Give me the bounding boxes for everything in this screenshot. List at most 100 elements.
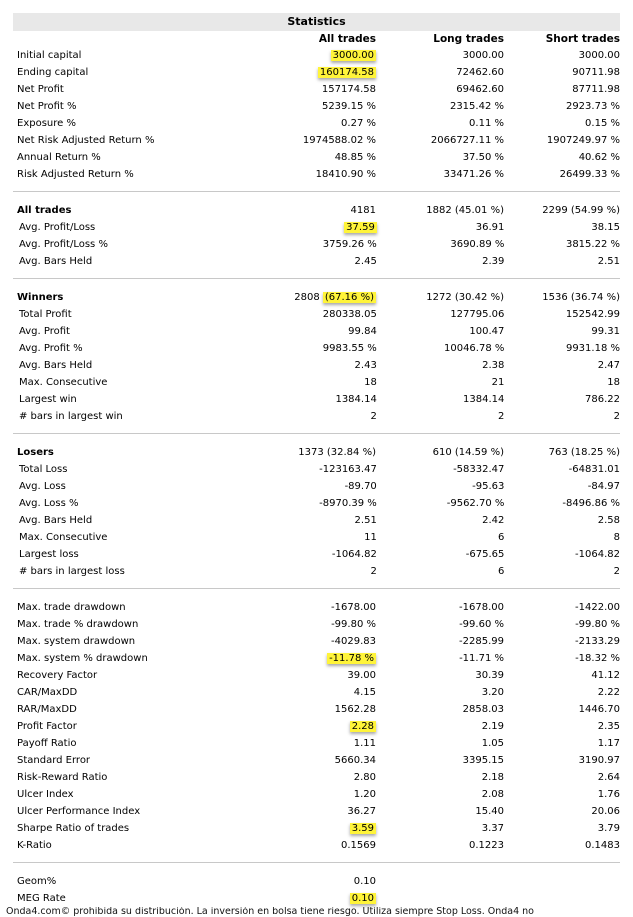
stat-value-all-trades: 2.45 (240, 253, 377, 270)
stat-label: Ending capital (17, 67, 89, 78)
stat-row-largest-loss: Largest loss -1064.82 -675.65 -1064.82 (13, 546, 620, 563)
section-divider (13, 191, 620, 192)
stat-row-avg-profit: Avg. Profit 99.84 100.47 99.31 (13, 323, 620, 340)
stat-row-total-loss: Total Loss -123163.47 -58332.47 -64831.01 (13, 461, 620, 478)
stat-value-short-trades: -64831.01 (568, 464, 620, 475)
stat-label: Total Loss (19, 464, 68, 475)
stat-value-all-trades: 18410.90 % (239, 166, 376, 183)
section-gap (13, 425, 620, 433)
stat-value-long-trades: 1384.14 (463, 394, 505, 405)
stat-row-max-consecutive: Max. Consecutive 18 21 18 (13, 374, 620, 391)
value-text: 18 (364, 377, 377, 388)
stat-row-annual-return-pct: Annual Return % 48.85 % 37.50 % 40.62 % (13, 149, 620, 166)
stat-label: Ulcer Index (17, 789, 74, 800)
stat-value-all-trades: 1384.14 (240, 391, 376, 408)
stat-value-long-trades: 3395.15 (462, 755, 504, 766)
stat-value-short-trades: 41.12 (591, 670, 620, 681)
stat-value-all-trades: 3759.26 % (240, 236, 377, 253)
highlighted-value: 160174.58 (317, 67, 376, 78)
stat-label: RAR/MaxDD (17, 704, 77, 715)
stat-label: Max. trade % drawdown (17, 619, 139, 630)
stat-value-short-trades: 2.58 (597, 515, 620, 526)
stat-value-long-trades: 100.47 (469, 326, 505, 337)
value-text: 2.51 (354, 515, 377, 526)
stat-row-avg-profit-loss: Avg. Profit/Loss 37.59 36.91 38.15 (13, 219, 620, 236)
stat-label: Largest win (19, 394, 77, 405)
stat-label: Avg. Loss % (19, 498, 79, 509)
stat-value-long-trades: 1272 (30.42 %) (426, 292, 504, 303)
highlighted-value: 2.28 (349, 721, 376, 732)
stat-value-all-trades: 0.27 % (239, 115, 376, 132)
column-header-short-trades: Short trades (545, 33, 620, 45)
stat-value-long-trades: 3690.89 % (450, 239, 505, 250)
stat-value-short-trades: 1.17 (597, 738, 620, 749)
value-text: -123163.47 (319, 464, 377, 475)
stat-value-all-trades: 2808 (67.16 %) (239, 289, 376, 306)
stat-value-short-trades: 3.79 (597, 823, 620, 834)
stat-row-avg-bars-held: Avg. Bars Held 2.43 2.38 2.47 (13, 357, 620, 374)
stat-value-long-trades: 127795.06 (450, 309, 505, 320)
stat-row-num-bars-in-largest-win: # bars in largest win 2 2 2 (13, 408, 620, 425)
stat-value-all-trades: 157174.58 (239, 81, 376, 98)
stat-value-long-trades: 3.37 (481, 823, 504, 834)
value-text: 2 (370, 566, 377, 577)
stat-label: Net Risk Adjusted Return % (17, 135, 155, 146)
stat-row-max-trade-drawdown: Max. trade drawdown -1678.00 -1678.00 -1422… (13, 599, 620, 616)
stat-value-long-trades: 3000.00 (462, 50, 504, 61)
stat-value-short-trades: -2133.29 (575, 636, 620, 647)
stat-value-short-trades: 2 (613, 411, 620, 422)
stat-row-initial-capital: Initial capital 3000.00 3000.00 3000.00 (13, 47, 620, 64)
stat-value-all-trades: 37.59 (240, 219, 377, 236)
stat-value-short-trades: 2923.73 % (565, 101, 620, 112)
stat-row-exposure-pct: Exposure % 0.27 % 0.11 % 0.15 % (13, 115, 620, 132)
stat-value-short-trades: 2 (613, 566, 620, 577)
value-text: 2.80 (353, 772, 376, 783)
stat-value-long-trades: 610 (14.59 %) (432, 447, 504, 458)
stat-label: Max. trade drawdown (17, 602, 126, 613)
stat-value-short-trades: 38.15 (591, 222, 620, 233)
stat-value-all-trades: 4.15 (239, 684, 376, 701)
stat-value-long-trades: 3.20 (481, 687, 504, 698)
report-title: Statistics (13, 13, 620, 31)
stat-value-long-trades: 2.42 (482, 515, 505, 526)
value-text: 5660.34 (334, 755, 376, 766)
highlighted-value: -11.78 % (327, 653, 376, 664)
value-text: 1373 (32.84 %) (298, 447, 376, 458)
value-text: -1064.82 (331, 549, 377, 560)
stat-value-long-trades: 6 (498, 532, 505, 543)
section-gap (13, 192, 620, 202)
stat-label: # bars in largest win (19, 411, 123, 422)
stat-row-avg-loss-pct: Avg. Loss % -8970.39 % -9562.70 % -8496.86 … (13, 495, 620, 512)
section-gap (13, 863, 620, 873)
stat-value-short-trades: -18.32 % (575, 653, 620, 664)
stat-label: Max. system drawdown (17, 636, 136, 647)
highlighted-value: (67.16 %) (322, 292, 376, 303)
stat-row-avg-bars-held: Avg. Bars Held 2.51 2.42 2.58 (13, 512, 620, 529)
stat-value-long-trades: -95.63 (472, 481, 505, 492)
stat-value-all-trades: 0.10 (239, 873, 376, 890)
stat-value-short-trades: 3815.22 % (565, 239, 620, 250)
section-divider (13, 862, 620, 863)
value-text: 4.15 (353, 687, 376, 698)
stat-row-meg-rate: MEG Rate 0.10 (13, 890, 620, 907)
stat-row-max-consecutive: Max. Consecutive 11 6 8 (13, 529, 620, 546)
stat-value-short-trades: 1536 (36.74 %) (542, 292, 620, 303)
value-text: 1.11 (353, 738, 376, 749)
stat-value-long-trades: -99.60 % (459, 619, 504, 630)
stat-label: Geom% (17, 876, 57, 887)
stat-label: Max. system % drawdown (17, 653, 148, 664)
stat-value-long-trades: 36.91 (475, 222, 505, 233)
stat-value-long-trades: 1882 (45.01 %) (426, 205, 504, 216)
stat-value-long-trades: -2285.99 (459, 636, 504, 647)
stat-value-short-trades: 1907249.97 % (546, 135, 620, 146)
stat-value-long-trades: 15.40 (475, 806, 504, 817)
stat-label: Largest loss (19, 549, 79, 560)
stat-label: Avg. Bars Held (19, 515, 93, 526)
stat-value-all-trades: 11 (240, 529, 377, 546)
stat-row-recovery-factor: Recovery Factor 39.00 30.39 41.12 (13, 667, 620, 684)
value-text: 3759.26 % (322, 239, 377, 250)
stat-row-max-trade-pct-drawdown: Max. trade % drawdown -99.80 % -99.60 % -99… (13, 616, 620, 633)
stat-label: Avg. Profit/Loss % (19, 239, 108, 250)
stat-label: Winners (17, 292, 64, 303)
stat-value-short-trades: -99.80 % (575, 619, 620, 630)
